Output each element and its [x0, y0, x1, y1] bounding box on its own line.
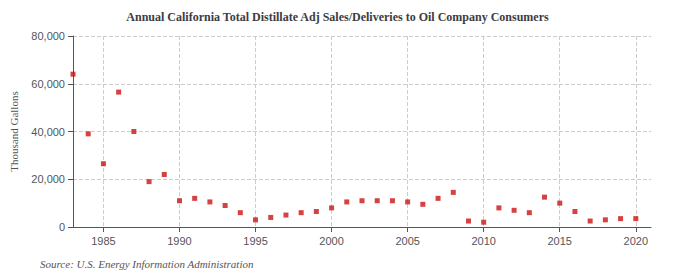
svg-text:20,000: 20,000	[31, 173, 65, 185]
svg-text:2015: 2015	[547, 235, 571, 247]
svg-text:2010: 2010	[471, 235, 495, 247]
svg-text:40,000: 40,000	[31, 126, 65, 138]
svg-text:Thousand Gallons: Thousand Gallons	[8, 91, 20, 171]
svg-text:Source: U.S. Energy Informatio: Source: U.S. Energy Information Administ…	[40, 258, 254, 270]
svg-text:60,000: 60,000	[31, 78, 65, 90]
svg-text:2005: 2005	[395, 235, 419, 247]
svg-text:2020: 2020	[624, 235, 648, 247]
svg-text:2000: 2000	[319, 235, 343, 247]
svg-text:1985: 1985	[91, 235, 115, 247]
svg-text:1990: 1990	[167, 235, 191, 247]
svg-text:0: 0	[59, 221, 65, 233]
svg-text:1995: 1995	[243, 235, 267, 247]
svg-text:80,000: 80,000	[31, 30, 65, 42]
svg-text:Annual California Total Distil: Annual California Total Distillate Adj S…	[126, 10, 549, 24]
